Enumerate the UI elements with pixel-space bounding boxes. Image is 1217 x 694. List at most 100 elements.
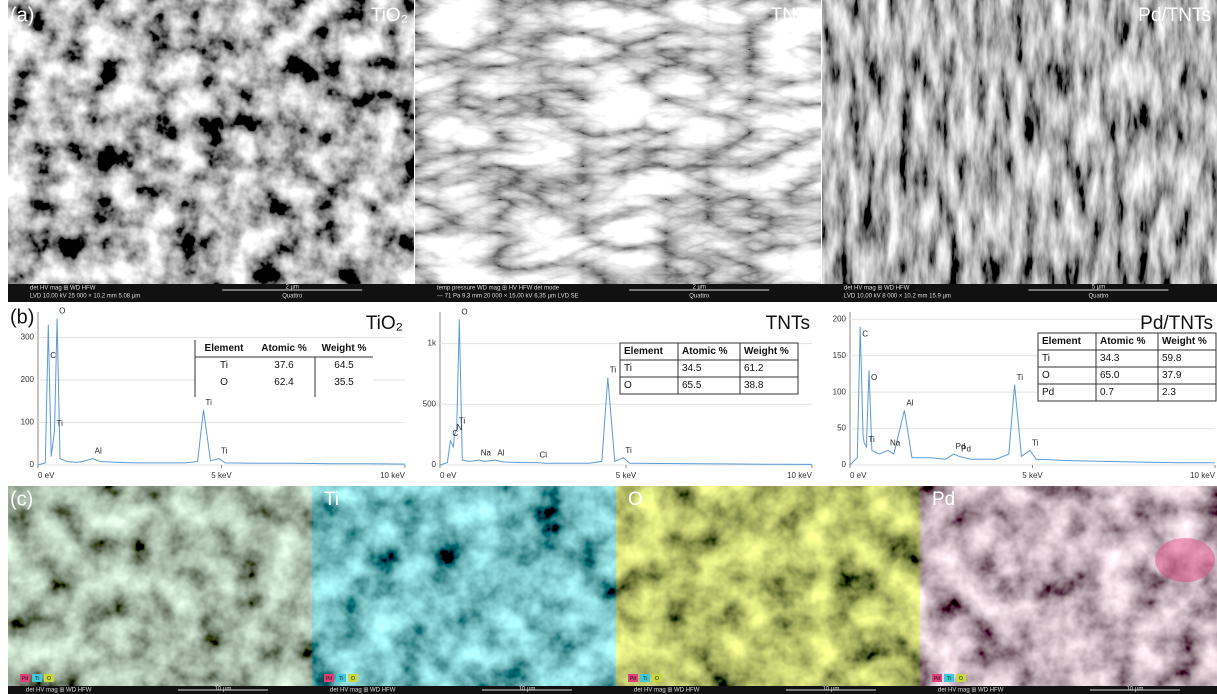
peak-label: Na [481,448,492,457]
table-cell: O [624,380,632,391]
peak-label: Ti [459,417,466,426]
table-cell: 34.5 [682,363,702,374]
table-cell: Weight % [322,343,367,354]
table-cell: Ti [624,363,632,374]
databar-strip [8,284,1217,302]
databar-footer: Quattro [282,294,303,300]
table-cell: O [220,377,228,388]
table-cell: 2.3 [1162,387,1176,398]
table-cell: 65.5 [682,380,702,391]
panel-label: (a) [10,4,34,26]
table-cell: 59.8 [1162,353,1182,364]
map-chip-label: O [351,676,355,682]
eds-map [616,486,920,694]
eds-map [920,486,1217,694]
scale-label: 2 µm [692,285,705,291]
scale-label: 10 µm [519,687,536,693]
table-cell: Atomic % [1100,336,1146,347]
table-cell: Atomic % [261,343,307,354]
table-cell: 64.5 [334,360,354,371]
databar-labels: det HV mag ⊞ WD HFW [844,286,910,292]
sem-image [822,0,1217,284]
y-tick-label: 0 [30,460,35,469]
y-tick-label: 1k [428,339,437,348]
map-chip-label: O [655,676,659,682]
peak-label: Al [497,448,504,457]
table-cell: Atomic % [682,346,728,357]
y-tick-label: 300 [21,333,35,342]
x-tick-label: 5 keV [1022,471,1043,480]
databar-labels: det HV mag ⊞ WD HFW [938,688,1004,694]
y-tick-label: 0 [432,460,437,469]
x-tick-label: 10 keV [1190,471,1216,480]
table-cell: Element [1042,336,1082,347]
image-title: Pd/TNTs [1138,5,1211,26]
table-cell: 65.0 [1100,370,1120,381]
map-title: O [628,489,643,510]
peak-label: Ti [206,398,213,407]
peak-label: Ti [1032,439,1039,448]
databar-labels: temp pressure WD mag ⊞ HV HFW det mode [437,286,560,292]
peak-label: Al [95,447,102,456]
map-title: Ti [324,489,339,510]
x-tick-label: 0 eV [38,471,55,480]
x-tick-label: 5 keV [211,471,232,480]
databar-values: LVD 10.00 kV 25 000 × 10.2 mm 5.08 µm [30,294,140,300]
sem-image [415,0,821,284]
peak-label: Ti [625,446,632,455]
table-cell: 35.5 [334,377,354,388]
y-tick-label: 0 [842,460,847,469]
chart-title: Pd/TNTs [1140,313,1213,334]
y-tick-label: 500 [423,399,437,408]
peak-label: Ti [868,435,875,444]
databar-values: LVD 10.00 kV 8 000 × 10.2 mm 15.9 µm [844,294,951,300]
table-cell: Pd [1042,387,1054,398]
y-tick-label: 100 [21,418,35,427]
databar-footer: Quattro [689,294,710,300]
image-title: TiO₂ [371,5,408,26]
peak-label: C [50,351,56,360]
x-tick-label: 10 keV [787,471,813,480]
scale-label: 10 µm [1127,687,1144,693]
map-chip-label: Ti [339,676,343,682]
y-tick-label: 200 [833,314,847,323]
chart-title: TiO₂ [366,313,403,334]
map-chip-label: Ti [643,676,647,682]
peak-label: C [862,329,868,338]
scale-label: 10 µm [215,687,232,693]
panel-label: (b) [10,306,34,328]
table-cell: 34.3 [1100,353,1120,364]
chart-title: TNTs [766,313,810,334]
databar-labels: det HV mag ⊞ WD HFW [330,688,396,694]
y-tick-label: 50 [837,424,846,433]
peak-label: Ti [610,366,617,375]
table-cell: Weight % [1162,336,1207,347]
table-cell: 0.7 [1100,387,1114,398]
table-cell: 61.2 [744,363,764,374]
y-tick-label: 200 [21,375,35,384]
peak-label: Cl [539,451,547,460]
map-chip-label: Pd [934,676,940,682]
databar-labels: det HV mag ⊞ WD HFW [26,688,92,694]
map-title: Pd [932,489,955,510]
table-cell: 37.9 [1162,370,1182,381]
scale-label: 2 µm [285,285,298,291]
map-chip-label: Ti [35,676,39,682]
map-chip-label: O [959,676,963,682]
peak-label: O [59,306,65,315]
databar-labels: det HV mag ⊞ WD HFW [634,688,700,694]
peak-label: Ti [1017,373,1024,382]
map-chip-label: Pd [630,676,636,682]
peak-label: Na [890,439,901,448]
databar-footer: Quattro [1088,294,1109,300]
x-tick-label: 10 keV [380,471,406,480]
x-tick-label: 5 keV [616,471,637,480]
databar-labels: det HV mag ⊞ WD HFW [30,286,96,292]
table-cell: 62.4 [274,377,294,388]
peak-label: Al [906,398,913,407]
table-cell: O [1042,370,1050,381]
pd-hotspot [1155,538,1215,582]
peak-label: Ti [221,447,228,456]
map-chip-label: Ti [947,676,951,682]
peak-label: O [461,307,467,316]
